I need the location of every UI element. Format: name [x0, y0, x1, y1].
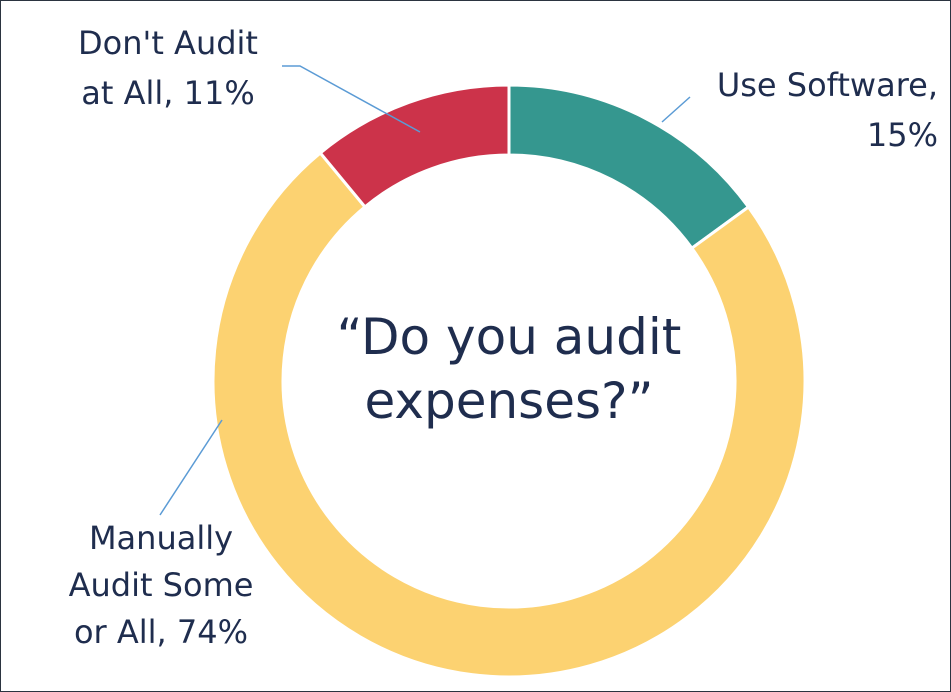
slices [211, 83, 807, 679]
data-label: 15% [867, 116, 938, 154]
data-label: or All, 74% [74, 613, 248, 651]
data-label: Audit Some [69, 566, 254, 604]
data-label: Manually [89, 519, 233, 557]
data-label: Use Software, [717, 66, 938, 104]
data-label: at All, 11% [81, 74, 254, 112]
slice [318, 83, 511, 209]
chart-title: “Do you audit expenses?” [336, 308, 682, 430]
leader-line [282, 65, 421, 133]
slice [211, 150, 807, 679]
data-label: Don't Audit [78, 24, 258, 62]
leader-line [159, 419, 223, 516]
leader-line [661, 96, 691, 123]
slice [507, 83, 751, 251]
